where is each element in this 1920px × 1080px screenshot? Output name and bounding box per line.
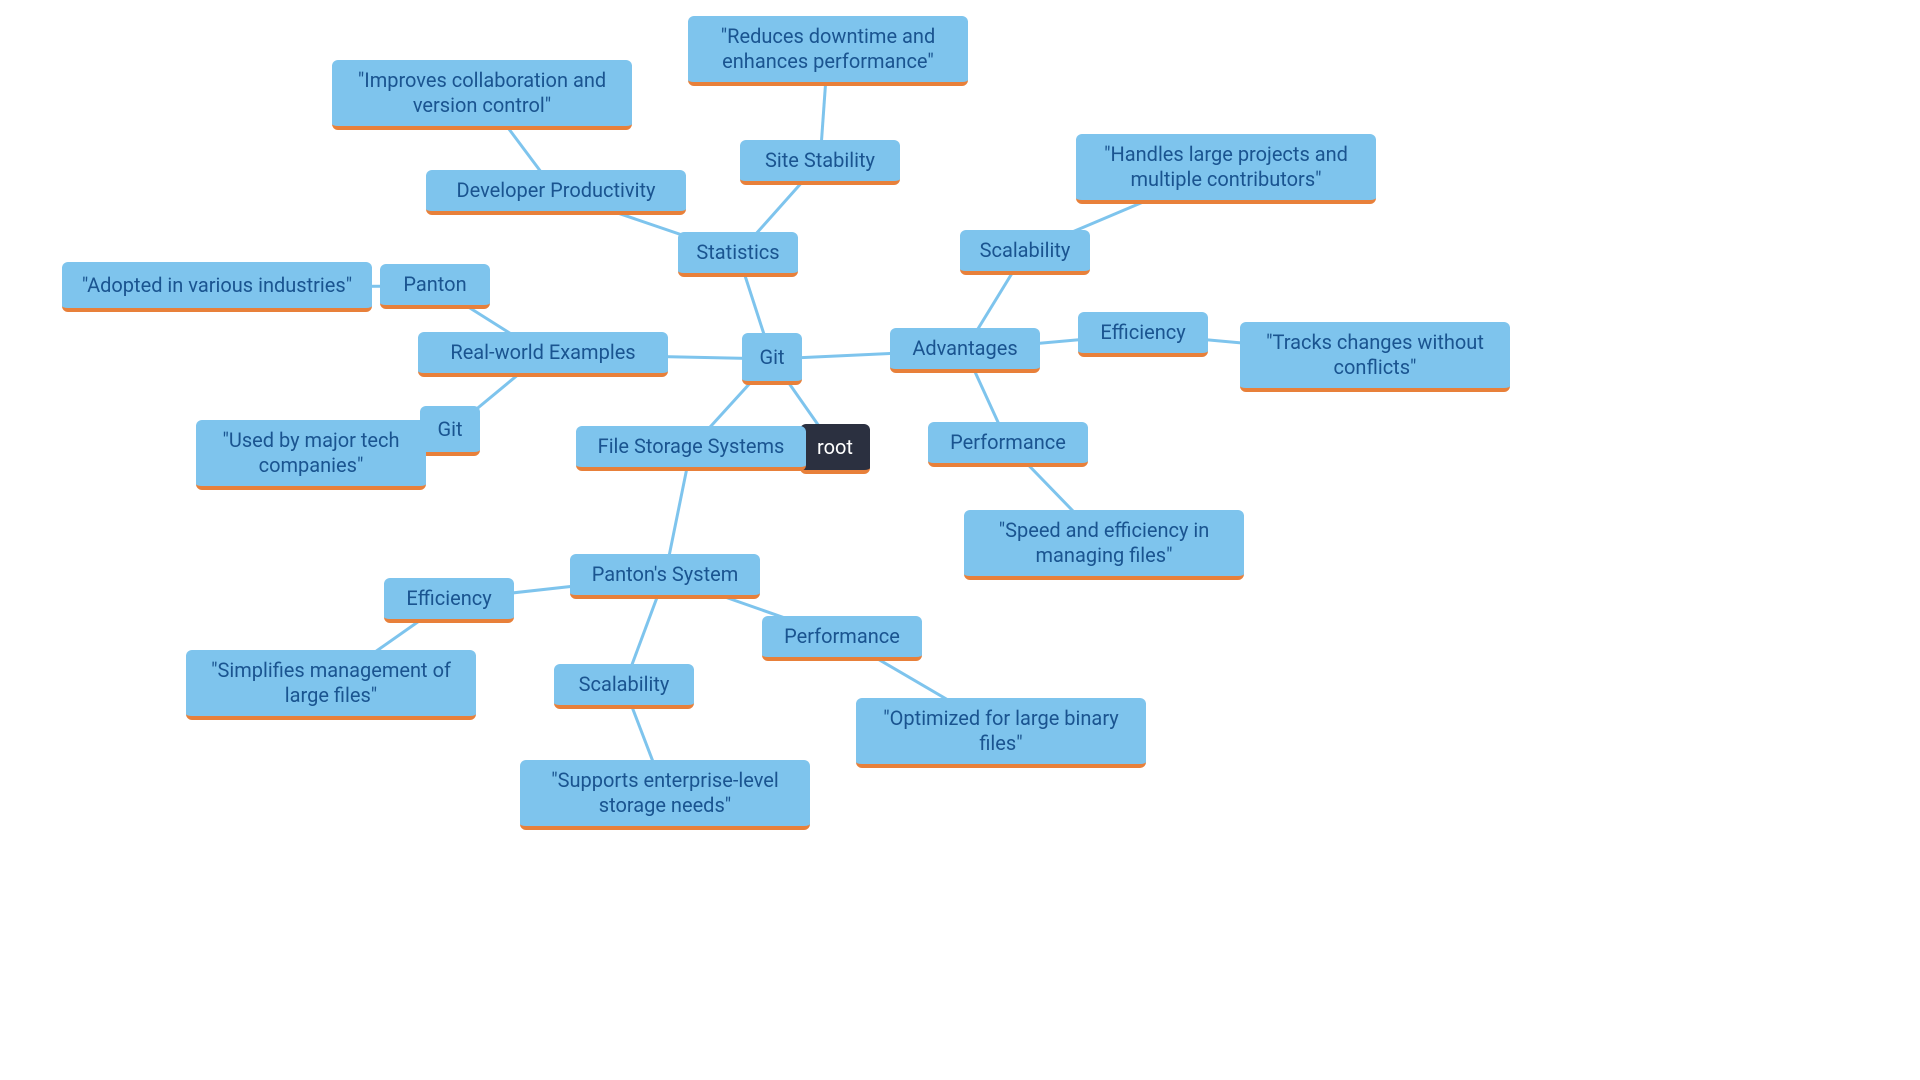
node-dev-prod-q: "Improves collaboration and version cont… [332,60,632,130]
node-root: root [800,424,870,474]
node-efficiency-r: Efficiency [1078,312,1208,357]
node-git-left-q: "Used by major tech companies" [196,420,426,490]
node-advantages: Advantages [890,328,1040,373]
node-site-stability: Site Stability [740,140,900,185]
node-file-storage: File Storage Systems [576,426,806,471]
node-performance-r: Performance [928,422,1088,467]
node-performance-b-q: "Optimized for large binary files" [856,698,1146,768]
node-efficiency-l: Efficiency [384,578,514,623]
node-dev-prod: Developer Productivity [426,170,686,215]
node-pantons-system: Panton's System [570,554,760,599]
node-git-left: Git [420,406,480,456]
node-scalability-b-q: "Supports enterprise-level storage needs… [520,760,810,830]
node-performance-b: Performance [762,616,922,661]
node-git-center: Git [742,333,802,385]
node-panton-q: "Adopted in various industries" [62,262,372,312]
node-performance-r-q: "Speed and efficiency in managing files" [964,510,1244,580]
node-statistics: Statistics [678,232,798,277]
node-panton: Panton [380,264,490,309]
node-scalability-q: "Handles large projects and multiple con… [1076,134,1376,204]
mindmap-canvas: Git root Statistics Site Stability "Reduces … [0,0,1920,1080]
node-efficiency-r-q: "Tracks changes without conflicts" [1240,322,1510,392]
node-site-stability-q: "Reduces downtime and enhances performan… [688,16,968,86]
edges-layer [0,0,1920,1080]
node-scalability: Scalability [960,230,1090,275]
node-efficiency-l-q: "Simplifies management of large files" [186,650,476,720]
node-scalability-b: Scalability [554,664,694,709]
node-real-world: Real-world Examples [418,332,668,377]
